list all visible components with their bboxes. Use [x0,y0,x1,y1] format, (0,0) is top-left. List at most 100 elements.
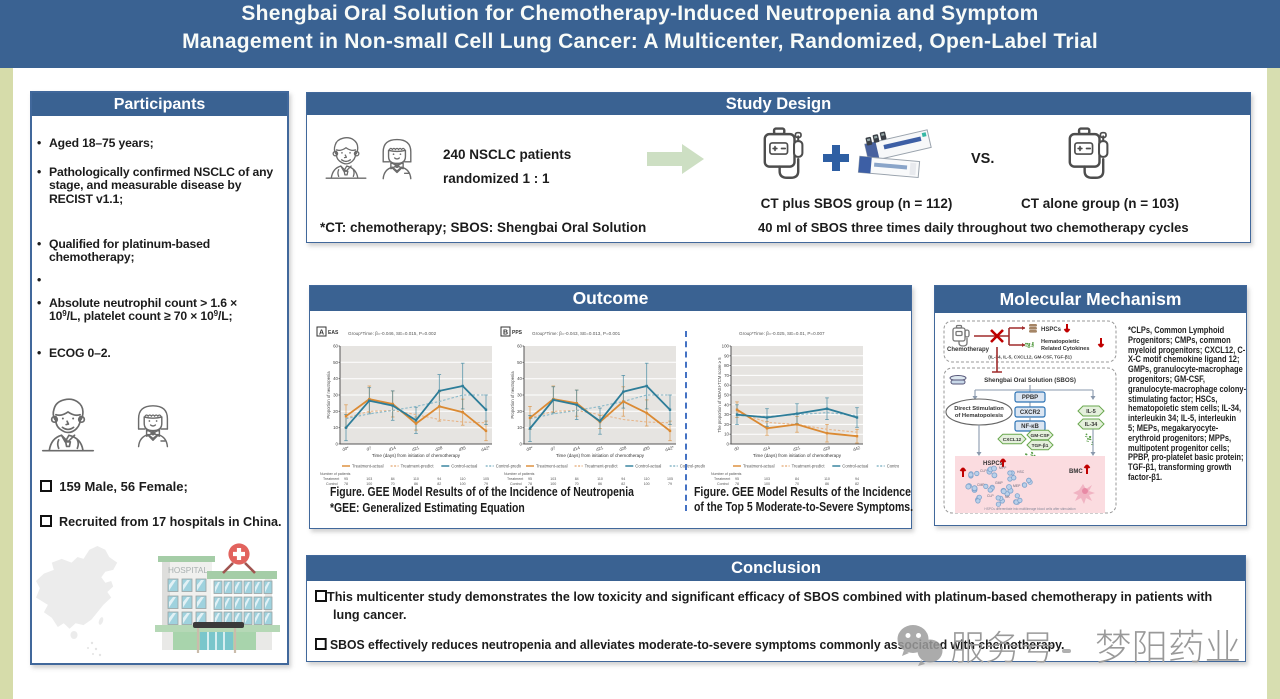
svg-text:CLP: CLP [980,469,987,473]
svg-text:EAS: EAS [328,330,339,336]
svg-text:HSPCs differentiate into multi: HSPCs differentiate into multilineage bl… [984,507,1075,511]
svg-text:30: 30 [517,393,522,398]
svg-text:79: 79 [484,482,488,486]
svg-text:Treatment: Treatment [507,477,523,481]
svg-text:HSC: HSC [1017,470,1025,474]
svg-text:50: 50 [333,360,338,365]
svg-text:Treatment-predict: Treatment-predict [792,464,826,469]
svg-text:95: 95 [344,477,348,481]
svg-text:94: 94 [855,477,859,481]
svg-text:Treatment-actual: Treatment-actual [352,464,384,469]
svg-text:d42*: d42* [665,445,675,453]
svg-text:Treatment: Treatment [323,477,339,481]
svg-text:Control-predict: Control-predict [680,464,705,469]
svg-text:d21: d21 [792,445,801,452]
svg-text:A: A [319,330,324,337]
svg-text:100: 100 [764,482,770,486]
svg-text:40: 40 [724,402,729,407]
svg-text:Treatment: Treatment [714,477,730,481]
svg-text:95: 95 [735,477,739,481]
svg-text:Control-actual: Control-actual [842,464,868,469]
svg-text:70: 70 [391,482,395,486]
svg-text:Proportion of neutropenia: Proportion of neutropenia [326,371,331,419]
svg-text:50: 50 [724,393,729,398]
svg-text:Group*Time: β=-0.043, SE=0.013: Group*Time: β=-0.043, SE=0.013, P=0.001 [532,331,621,336]
svg-text:Treatment-predict: Treatment-predict [585,464,619,469]
svg-text:IL-34: IL-34 [1085,422,1098,428]
svg-text:30: 30 [724,412,729,417]
svg-text:Shengbai Oral Solution (SBOS): Shengbai Oral Solution (SBOS) [984,377,1076,384]
svg-text:d14: d14 [388,445,397,452]
svg-text:90: 90 [724,353,729,358]
svg-text:CMP: CMP [977,483,985,487]
svg-text:Control: Control [717,482,729,486]
svg-text:79: 79 [668,482,672,486]
svg-text:Treatment-actual: Treatment-actual [536,464,568,469]
svg-text:105: 105 [483,477,489,481]
svg-text:10: 10 [333,425,338,430]
svg-text:The proportion of MDASI-TCM sc: The proportion of MDASI-TCM score ≥ 5 [717,357,722,433]
svg-text:d0: d0 [733,445,740,451]
svg-text:70: 70 [575,482,579,486]
svg-text:84: 84 [391,477,395,481]
svg-text:80: 80 [724,363,729,368]
svg-text:50: 50 [517,360,522,365]
svg-text:110: 110 [644,477,650,481]
svg-text:Chemotherapy: Chemotherapy [947,347,990,353]
svg-text:CLP: CLP [987,494,994,498]
svg-text:d28: d28 [822,445,831,452]
svg-text:78: 78 [344,482,348,486]
svg-text:Direct Stimulation: Direct Stimulation [954,406,1004,412]
svg-text:82: 82 [621,482,625,486]
svg-text:94: 94 [437,477,441,481]
svg-text:60: 60 [724,383,729,388]
svg-text:78: 78 [735,482,739,486]
svg-text:Group*Time: β=-0.025, SE=0.01,: Group*Time: β=-0.025, SE=0.01, P=0.007 [739,331,825,336]
svg-text:CXCL12: CXCL12 [1003,437,1022,443]
svg-text:MEP: MEP [1013,484,1021,488]
svg-text:Number of patients: Number of patients [711,472,742,476]
svg-text:PPBP: PPBP [1022,395,1038,401]
svg-text:d35: d35 [458,445,467,452]
svg-text:86: 86 [825,482,829,486]
svg-text:Time (days) from initiation of: Time (days) from initiation of chemother… [753,453,842,458]
svg-text:105: 105 [667,477,673,481]
svg-text:Number of patients: Number of patients [320,472,351,476]
svg-text:103: 103 [366,477,372,481]
svg-text:110: 110 [824,477,830,481]
svg-text:d21: d21 [411,445,420,452]
svg-text:Proportion of neutropenia: Proportion of neutropenia [510,371,515,419]
svg-text:20: 20 [517,409,522,414]
svg-text:d0*: d0* [342,445,350,452]
svg-text:82: 82 [437,482,441,486]
svg-text:Control-actual: Control-actual [451,464,477,469]
svg-text:94: 94 [621,477,625,481]
svg-text:d35: d35 [642,445,651,452]
svg-text:(IL-34, IL-5, CXCL12, GM-CSF,: (IL-34, IL-5, CXCL12, GM-CSF, TGF-β1) [988,355,1072,360]
svg-text:d42: d42 [852,445,861,452]
svg-text:d0*: d0* [526,445,534,452]
svg-text:95: 95 [528,477,532,481]
svg-text:110: 110 [460,477,466,481]
svg-text:20: 20 [724,422,729,427]
svg-text:MPP: MPP [999,466,1007,470]
svg-text:10: 10 [517,425,522,430]
svg-text:IL-5: IL-5 [1086,409,1096,415]
svg-text:0: 0 [520,442,523,447]
svg-text:70: 70 [795,482,799,486]
svg-text:110: 110 [413,477,419,481]
svg-text:30: 30 [333,393,338,398]
svg-text:103: 103 [550,477,556,481]
svg-text:d14: d14 [572,445,581,452]
svg-text:PPS: PPS [512,330,523,336]
svg-text:110: 110 [597,477,603,481]
svg-text:100: 100 [550,482,556,486]
svg-text:Control-predict: Control-predict [496,464,521,469]
svg-text:Treatment-actual: Treatment-actual [743,464,775,469]
svg-text:86: 86 [598,482,602,486]
svg-text:HSPCs: HSPCs [983,461,1004,467]
svg-text:d7: d7 [550,445,557,451]
svg-text:70: 70 [724,373,729,378]
svg-text:103: 103 [764,477,770,481]
svg-text:40: 40 [333,376,338,381]
